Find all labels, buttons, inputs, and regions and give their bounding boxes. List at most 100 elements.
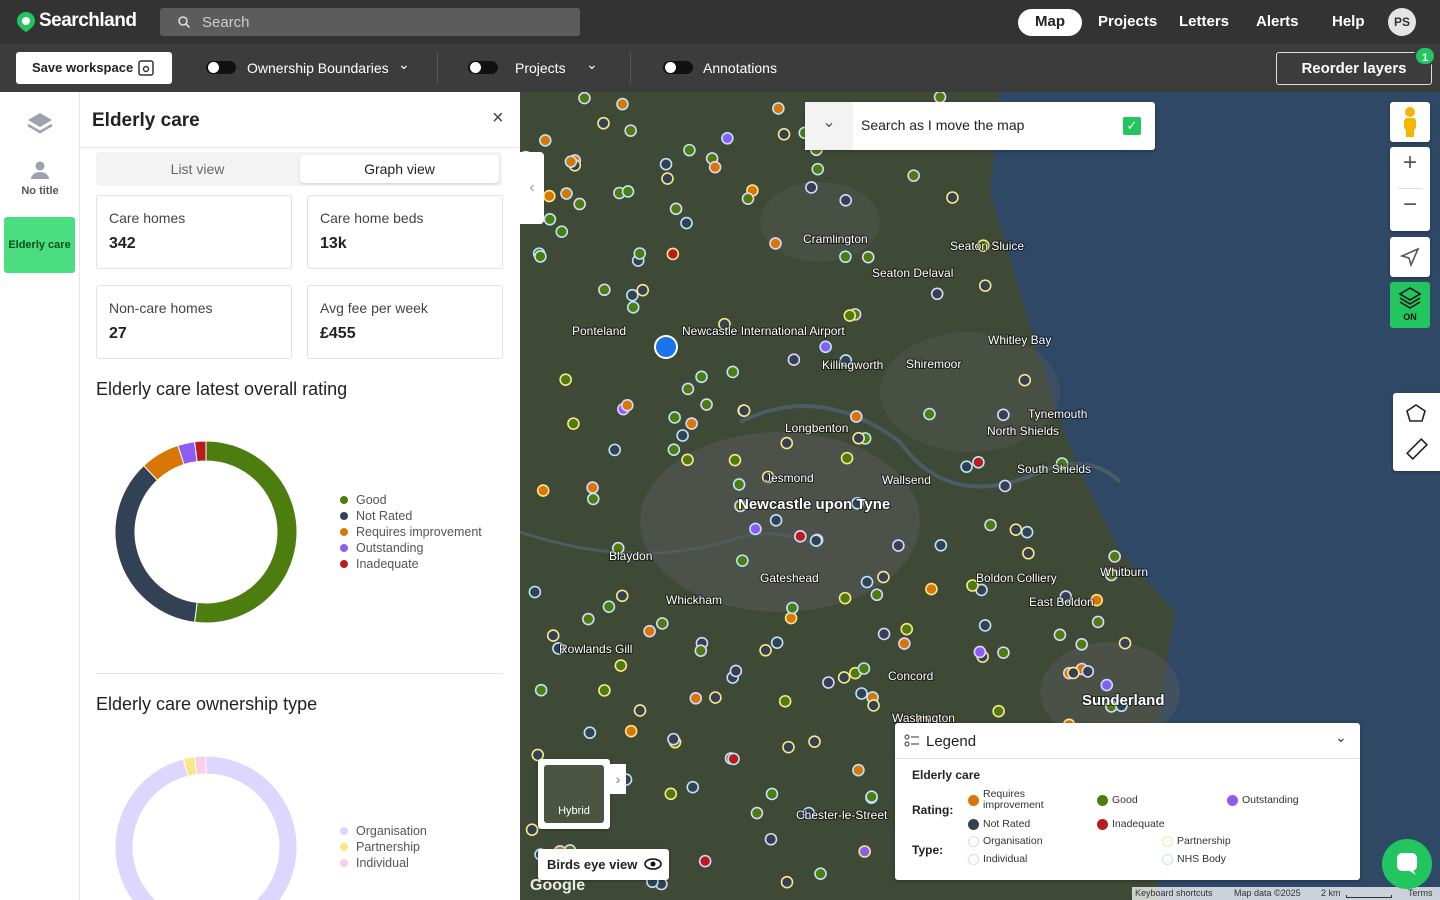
- care-home-marker: [976, 239, 990, 252]
- care-home-marker: [608, 443, 621, 457]
- toggle[interactable]: [663, 61, 693, 74]
- care-home-marker: [531, 748, 545, 762]
- care-home-marker: [734, 499, 747, 513]
- care-home-marker: [992, 704, 1005, 718]
- zoom-out[interactable]: −: [1402, 191, 1417, 218]
- street-view[interactable]: [1390, 102, 1430, 142]
- nav-item[interactable]: Map: [1035, 13, 1065, 30]
- care-home-marker: [659, 157, 673, 171]
- tab[interactable]: List view: [170, 161, 225, 177]
- badge: 1: [1414, 46, 1436, 66]
- chevron[interactable]: ⌄: [586, 56, 598, 72]
- care-home-marker: [855, 687, 868, 700]
- care-home-marker: [822, 676, 835, 689]
- legend-item: Good: [1112, 794, 1138, 806]
- legend-icon: [904, 734, 919, 747]
- care-home-marker: [900, 622, 914, 636]
- place-label: Rowlands Gill: [559, 642, 632, 656]
- care-home-marker: [636, 283, 650, 297]
- stat-value: £455: [320, 325, 356, 342]
- nav-item[interactable]: Projects: [1098, 13, 1158, 30]
- workspace-name[interactable]: No title: [21, 185, 59, 197]
- locate-button[interactable]: [1390, 237, 1430, 277]
- legend-swatch: [1227, 795, 1238, 806]
- legend-swatch: [340, 528, 348, 536]
- legend-item: Partnership: [1177, 835, 1231, 847]
- close-button[interactable]: ×: [492, 107, 504, 129]
- birds-eye-button[interactable]: Birds eye view: [538, 849, 669, 880]
- care-home-marker: [852, 763, 865, 777]
- care-home-marker: [528, 585, 542, 599]
- legend-label: Individual: [356, 856, 409, 870]
- care-home-marker: [1053, 628, 1067, 642]
- care-home-marker: [765, 787, 779, 801]
- care-home-marker: [843, 309, 857, 322]
- care-home-marker: [598, 283, 611, 297]
- care-home-marker: [761, 470, 775, 484]
- zoom-control: + −: [1390, 147, 1430, 231]
- toggle[interactable]: [468, 61, 498, 74]
- footer-link[interactable]: Terms: [1408, 888, 1433, 898]
- care-home-marker: [759, 644, 772, 657]
- care-home-marker: [615, 589, 629, 603]
- checkbox[interactable]: ✓: [1123, 117, 1141, 135]
- donut-segment: [194, 755, 207, 776]
- place-label: Gateshead: [760, 571, 819, 585]
- care-home-marker: [892, 539, 905, 552]
- layers-icon[interactable]: [26, 110, 54, 136]
- care-home-marker: [552, 642, 565, 655]
- chevron[interactable]: ⌄: [1335, 729, 1347, 745]
- care-home-marker: [624, 724, 638, 738]
- draw-icons[interactable]: [1393, 393, 1440, 471]
- care-home-marker: [732, 478, 746, 491]
- map-tab-pill[interactable]: [1018, 9, 1082, 36]
- care-home-marker: [769, 237, 782, 250]
- chevron[interactable]: ⌄: [805, 102, 853, 150]
- chevron[interactable]: ⌄: [398, 56, 410, 72]
- save-workspace-button[interactable]: Save workspace: [16, 52, 172, 84]
- care-home-marker: [784, 611, 798, 625]
- care-home-marker: [857, 662, 871, 675]
- care-home-marker: [907, 169, 920, 182]
- care-home-marker: [840, 451, 854, 465]
- avatar[interactable]: PS: [1388, 8, 1416, 36]
- collapse-panel[interactable]: ‹: [520, 152, 544, 224]
- hybrid-toggle[interactable]: Hybrid: [538, 759, 610, 829]
- care-home-marker: [643, 624, 656, 638]
- search-box[interactable]: Search: [160, 8, 580, 36]
- place-label: Washington: [892, 711, 955, 725]
- reorder-layers-button[interactable]: Reorder layers: [1276, 52, 1432, 85]
- legend-item: Individual: [983, 853, 1028, 865]
- care-home-marker: [839, 250, 852, 264]
- care-home-marker: [802, 806, 816, 820]
- legend-label: Type:: [912, 843, 944, 857]
- care-home-marker: [960, 460, 973, 473]
- urban-area: [880, 332, 1060, 452]
- care-home-marker: [861, 250, 875, 264]
- care-home-marker: [582, 612, 595, 626]
- care-home-marker: [624, 124, 637, 137]
- toggle[interactable]: [206, 61, 236, 74]
- layer-toggle[interactable]: ON: [1390, 282, 1430, 328]
- chat-button[interactable]: [1382, 839, 1432, 889]
- care-home-marker: [737, 404, 751, 417]
- care-home-marker: [1022, 546, 1035, 560]
- nav-item[interactable]: Letters: [1179, 13, 1230, 30]
- tab-active[interactable]: Graph view: [300, 155, 499, 183]
- place-label: Cramlington: [803, 232, 868, 246]
- care-home-marker: [851, 496, 864, 510]
- care-home-marker: [923, 407, 936, 421]
- eye-icon: [644, 858, 662, 870]
- layer-tile[interactable]: Elderly care: [4, 217, 75, 273]
- nav-item[interactable]: Alerts: [1256, 13, 1299, 30]
- panel-title: Elderly care: [92, 110, 200, 131]
- footer-link[interactable]: Keyboard shortcuts: [1135, 888, 1213, 898]
- care-home-marker: [1118, 636, 1132, 650]
- care-home-marker: [1105, 568, 1118, 582]
- nav-item[interactable]: Help: [1332, 13, 1365, 30]
- legend-label: Good: [356, 493, 387, 507]
- hybrid-expand[interactable]: ›: [610, 764, 626, 794]
- zoom-in[interactable]: +: [1402, 149, 1417, 176]
- google-logo: Google: [530, 877, 586, 894]
